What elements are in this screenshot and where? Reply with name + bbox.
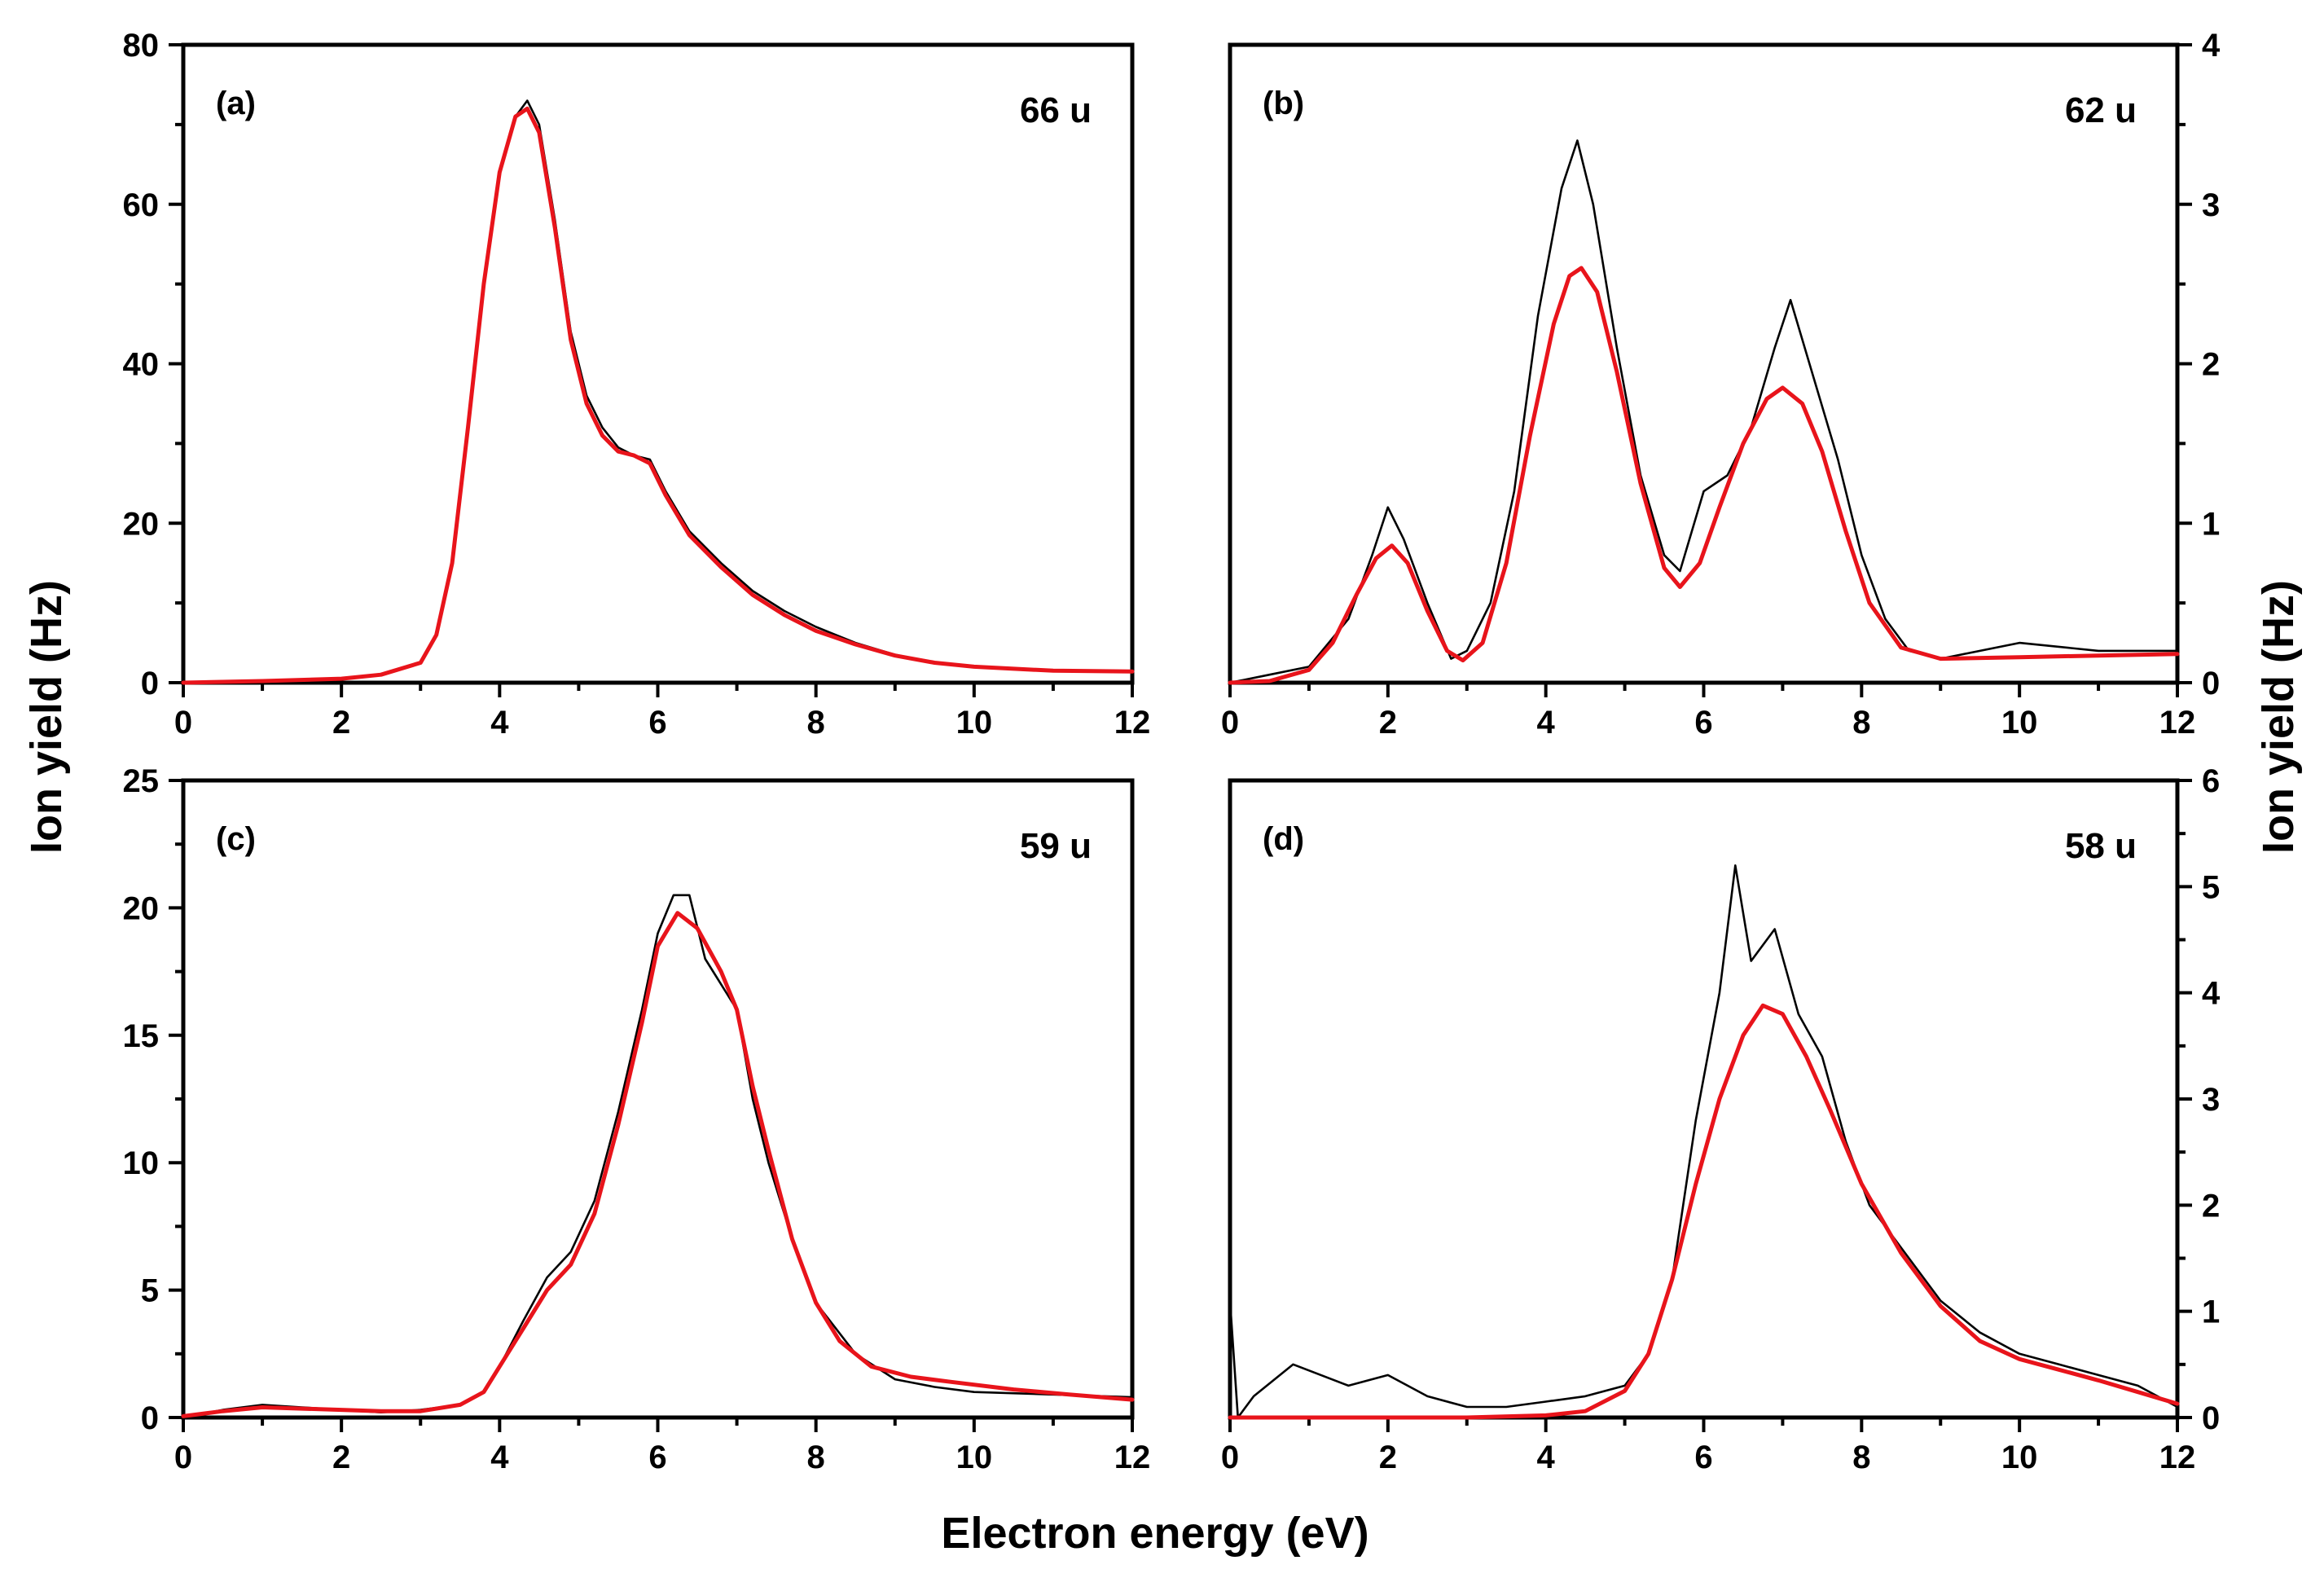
x-tick-label: 6 — [1694, 705, 1712, 741]
series-data-line — [1229, 139, 2177, 684]
y-tick-label: 3 — [2202, 1082, 2220, 1118]
x-tick-label: 4 — [490, 705, 509, 741]
series-data-line — [1228, 864, 2178, 1419]
x-tick-label: 6 — [648, 1440, 666, 1475]
x-tick-label: 8 — [1852, 1440, 1870, 1475]
x-tick-label: 6 — [1694, 1440, 1712, 1475]
panel-label: (b) — [1263, 86, 1304, 121]
x-axis-title: Electron energy (eV) — [941, 1509, 1368, 1558]
y-tick-label: 5 — [2202, 869, 2220, 905]
series-fit-line — [1228, 1003, 2180, 1420]
panel-a: 0 2 4 6 8 10 12 0 20 40 60 80 (a) 66 u — [123, 28, 1151, 741]
x-tick-label: 12 — [2159, 1440, 2196, 1475]
x-tick-label: 8 — [1852, 705, 1870, 741]
plot-frame — [1228, 42, 2180, 685]
y-tick-label: 5 — [141, 1273, 159, 1309]
plot-frame — [181, 778, 1135, 1420]
series-fit-line — [181, 911, 1135, 1418]
x-tick-label: 8 — [807, 1440, 825, 1475]
x-tick-label: 2 — [332, 1440, 350, 1475]
x-tick-label: 0 — [1221, 1440, 1239, 1475]
y-axis-title-right: Ion yield (Hz) — [2254, 580, 2303, 854]
y-tick-label: 4 — [2202, 976, 2221, 1012]
series-data-line — [182, 99, 1132, 684]
x-tick-label: 12 — [1114, 705, 1151, 741]
y-tick-label: 40 — [123, 347, 160, 383]
mass-label: 59 u — [1020, 826, 1092, 866]
x-tick-label: 4 — [1537, 705, 1556, 741]
x-tick-label: 8 — [807, 705, 825, 741]
y-tick-label: 4 — [2202, 28, 2221, 64]
y-tick-label: 1 — [2202, 1294, 2220, 1330]
x-tick-label: 10 — [2001, 705, 2038, 741]
panel-label: (c) — [216, 821, 256, 857]
x-tick-label: 6 — [648, 705, 666, 741]
x-tick-label: 0 — [174, 705, 192, 741]
y-tick-label: 0 — [141, 666, 159, 701]
x-tick-label: 2 — [1379, 705, 1397, 741]
y-tick-label: 20 — [123, 506, 160, 542]
x-tick-label: 12 — [2159, 705, 2196, 741]
y-tick-label: 80 — [123, 28, 160, 64]
mass-label: 66 u — [1020, 90, 1092, 130]
x-tick-label: 2 — [1379, 1440, 1397, 1475]
y-tick-label: 1 — [2202, 506, 2220, 542]
x-tick-label: 0 — [174, 1440, 192, 1475]
y-tick-label: 0 — [2202, 666, 2220, 701]
x-tick-label: 4 — [490, 1440, 509, 1475]
y-axis-title-left: Ion yield (Hz) — [22, 580, 71, 854]
y-tick-label: 6 — [2202, 763, 2220, 799]
x-tick-label: 10 — [956, 1440, 993, 1475]
x-tick-label: 10 — [956, 705, 993, 741]
y-tick-label: 60 — [123, 187, 160, 223]
y-tick-label: 0 — [141, 1400, 159, 1436]
series-data-line — [182, 894, 1133, 1419]
x-tick-label: 12 — [1114, 1440, 1151, 1475]
panel-label: (d) — [1263, 821, 1304, 857]
panel-c: 0 2 4 6 8 10 12 0 5 10 15 20 25 (c) 59 u — [123, 763, 1151, 1475]
y-tick-label: 2 — [2202, 347, 2220, 383]
panel-label: (a) — [216, 86, 256, 121]
mass-label: 62 u — [2065, 90, 2137, 130]
y-tick-label: 10 — [123, 1145, 160, 1181]
mass-label: 58 u — [2065, 826, 2137, 866]
y-tick-label: 0 — [2202, 1400, 2220, 1436]
plot-frame — [181, 42, 1135, 685]
x-tick-label: 2 — [332, 705, 350, 741]
y-tick-label: 20 — [123, 890, 160, 926]
y-tick-label: 2 — [2202, 1188, 2220, 1224]
x-tick-label: 10 — [2001, 1440, 2038, 1475]
series-fit-line — [181, 106, 1135, 685]
x-tick-label: 0 — [1221, 705, 1239, 741]
x-tick-label: 4 — [1537, 1440, 1556, 1475]
plot-frame — [1228, 778, 2180, 1420]
series-fit-line — [1228, 266, 2180, 685]
y-tick-label: 15 — [123, 1018, 160, 1054]
y-tick-label: 3 — [2202, 187, 2220, 223]
y-tick-label: 25 — [123, 763, 160, 799]
